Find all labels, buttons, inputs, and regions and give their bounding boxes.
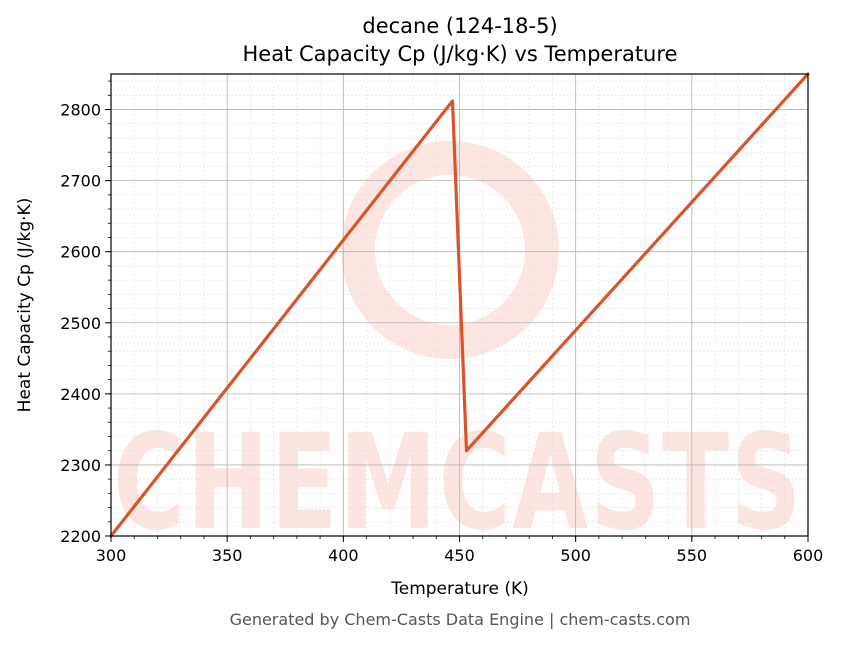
watermark-swirl-icon bbox=[341, 141, 559, 359]
y-tick-label: 2400 bbox=[60, 385, 101, 404]
x-tick-label: 450 bbox=[444, 546, 475, 565]
x-tick-label: 500 bbox=[560, 546, 591, 565]
x-tick-label: 550 bbox=[677, 546, 708, 565]
x-tick-label: 350 bbox=[212, 546, 243, 565]
axis-ticks bbox=[105, 80, 809, 542]
x-tick-label: 300 bbox=[96, 546, 127, 565]
x-tick-label: 400 bbox=[328, 546, 359, 565]
y-tick-label: 2700 bbox=[60, 172, 101, 191]
watermark-text: CHEMCASTS bbox=[113, 406, 803, 560]
cp-series-line bbox=[109, 72, 810, 538]
y-axis-label: Heat Capacity Cp (J/kg·K) bbox=[15, 198, 35, 413]
y-tick-label: 2200 bbox=[60, 527, 101, 546]
series-layer bbox=[109, 72, 810, 538]
x-tick-label: 600 bbox=[793, 546, 824, 565]
chart-title: decane (124-18-5) bbox=[362, 14, 557, 38]
y-tick-label: 2800 bbox=[60, 101, 101, 120]
y-tick-label: 2500 bbox=[60, 314, 101, 333]
watermark-logo: CHEMCASTS bbox=[113, 141, 803, 560]
x-tick-labels: 300 350 400 450 500 550 600 bbox=[96, 546, 824, 565]
y-tick-label: 2600 bbox=[60, 243, 101, 262]
y-tick-label: 2300 bbox=[60, 456, 101, 475]
y-tick-labels: 2200 2300 2400 2500 2600 2700 2800 bbox=[60, 101, 101, 546]
footer-credit: Generated by Chem-Casts Data Engine | ch… bbox=[230, 610, 691, 629]
x-axis-label: Temperature (K) bbox=[390, 579, 529, 599]
chart-subtitle: Heat Capacity Cp (J/kg·K) vs Temperature bbox=[243, 42, 678, 66]
